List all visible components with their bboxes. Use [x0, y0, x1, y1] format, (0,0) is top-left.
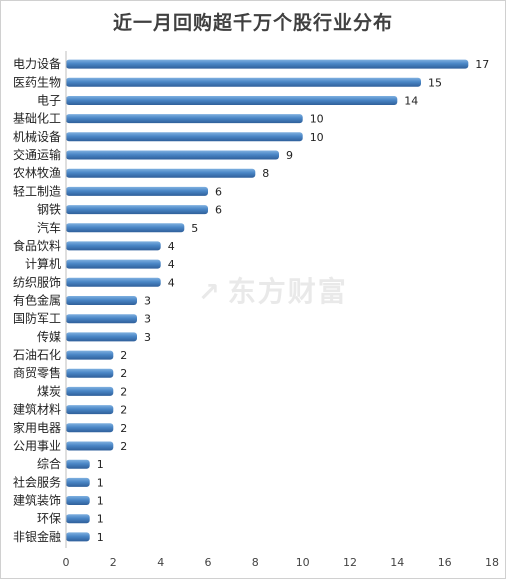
category-label: 机械设备 — [13, 129, 61, 144]
category-label: 农林牧渔 — [13, 166, 61, 180]
bar-11 — [66, 241, 161, 251]
value-label: 4 — [168, 240, 175, 253]
bar-8 — [66, 186, 208, 196]
bar-6 — [66, 150, 279, 160]
value-label: 3 — [144, 295, 151, 308]
x-tick-label: 10 — [296, 556, 310, 569]
value-label: 1 — [97, 495, 104, 508]
value-label: 1 — [97, 513, 104, 526]
x-axis: 0 2 4 6 8 10 12 14 16 18 — [63, 51, 499, 569]
category-label: 食品饮料 — [13, 238, 61, 253]
bar-5 — [66, 132, 303, 142]
bar-23 — [66, 459, 90, 469]
category-label: 计算机 — [25, 256, 61, 271]
category-label: 传媒 — [37, 329, 61, 344]
watermark-text: 东方财富 — [227, 275, 348, 308]
value-label: 2 — [120, 422, 127, 435]
bar-4 — [66, 114, 303, 124]
category-label: 钢铁 — [37, 203, 61, 217]
value-label: 8 — [262, 167, 269, 180]
value-label: 10 — [310, 113, 324, 126]
category-label: 基础化工 — [13, 112, 61, 126]
value-label: 6 — [215, 204, 222, 217]
category-label: 纺织服饰 — [13, 275, 61, 289]
category-label: 社会服务 — [13, 474, 61, 489]
x-tick-label: 18 — [485, 556, 499, 569]
value-label: 6 — [215, 185, 222, 198]
category-label: 交通运输 — [13, 147, 61, 162]
value-label: 3 — [144, 313, 151, 326]
chart-title: 近一月回购超千万个股行业分布 — [112, 12, 393, 34]
value-label: 2 — [120, 349, 127, 362]
x-tick-label: 14 — [390, 556, 404, 569]
bar-22 — [66, 441, 114, 451]
bar-10 — [66, 223, 185, 233]
category-label: 电子 — [37, 94, 61, 108]
category-label: 石油石化 — [13, 348, 61, 362]
bar-1 — [66, 59, 469, 69]
category-label: 综合 — [37, 456, 61, 471]
category-label: 有色金属 — [13, 293, 61, 308]
bar-19 — [66, 386, 114, 396]
x-tick-label: 8 — [252, 556, 259, 569]
value-label: 5 — [191, 222, 198, 235]
category-label: 建筑材料 — [13, 402, 61, 417]
bar-12 — [66, 259, 161, 269]
category-label: 非银金融 — [13, 529, 61, 544]
category-label: 建筑装饰 — [13, 493, 61, 508]
value-label: 2 — [120, 367, 127, 380]
x-tick-label: 0 — [63, 556, 70, 569]
category-label: 公用事业 — [13, 439, 61, 453]
x-tick-label: 6 — [205, 556, 212, 569]
category-label: 电力设备 — [13, 57, 61, 71]
bar-9 — [66, 205, 208, 215]
value-label: 10 — [310, 131, 324, 144]
value-label: 1 — [97, 531, 104, 544]
category-label: 医药生物 — [13, 75, 61, 89]
value-label: 1 — [97, 458, 104, 471]
x-tick-label: 16 — [438, 556, 452, 569]
value-label: 3 — [144, 331, 151, 344]
bar-13 — [66, 277, 161, 287]
value-label: 2 — [120, 385, 127, 398]
value-label: 4 — [168, 276, 175, 289]
value-label: 15 — [428, 76, 442, 89]
value-label: 9 — [286, 149, 293, 162]
bar-25 — [66, 496, 90, 505]
category-label: 轻工制造 — [13, 184, 61, 198]
bar-27 — [66, 532, 90, 542]
x-tick-label: 12 — [343, 556, 357, 569]
bar-24 — [66, 477, 90, 487]
bar-17 — [66, 350, 114, 360]
bar-3 — [66, 96, 398, 105]
logo-icon: ↗ — [198, 278, 222, 308]
value-label: 14 — [404, 95, 418, 108]
x-tick-label: 4 — [157, 556, 164, 569]
watermark-logo: ↗ 东方财富 — [198, 270, 348, 310]
bar-14 — [66, 296, 137, 305]
category-label: 汽车 — [37, 220, 61, 235]
value-label: 1 — [97, 476, 104, 489]
x-tick-label: 2 — [110, 556, 117, 569]
bar-21 — [66, 423, 114, 433]
category-label: 国防军工 — [13, 311, 61, 326]
value-label: 17 — [475, 58, 489, 71]
bar-20 — [66, 405, 114, 415]
category-label: 家用电器 — [13, 420, 61, 435]
bar-16 — [66, 332, 137, 342]
category-label: 煤炭 — [37, 384, 61, 398]
bar-26 — [66, 514, 90, 524]
category-label: 商贸零售 — [13, 365, 61, 380]
bar-7 — [66, 168, 256, 178]
value-label: 4 — [168, 258, 175, 271]
value-label: 2 — [120, 440, 127, 453]
value-label: 2 — [120, 404, 127, 417]
bar-15 — [66, 314, 137, 324]
bar-18 — [66, 368, 114, 378]
category-label: 环保 — [37, 512, 61, 526]
bar-2 — [66, 77, 421, 87]
